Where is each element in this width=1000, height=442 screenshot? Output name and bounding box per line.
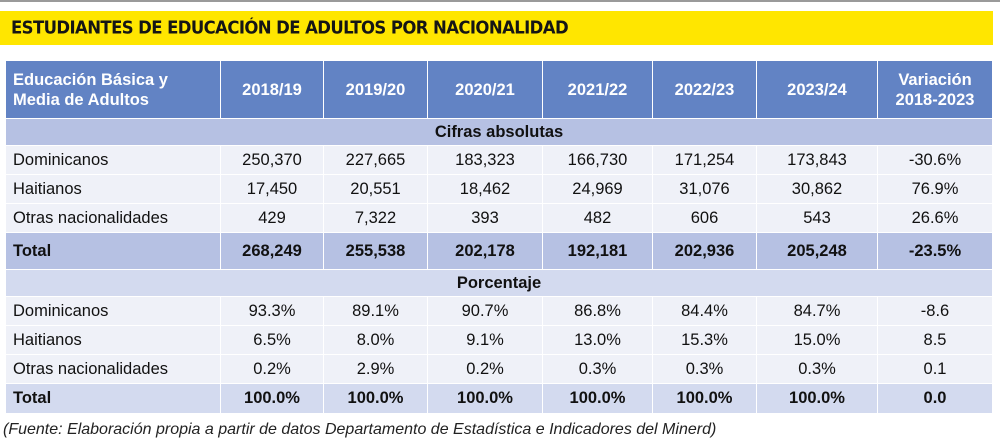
table-row: Otras nacionalidades 0.2% 2.9% 0.2% 0.3% 0.3%… — [5, 354, 993, 384]
header-variation-line2: 2018-2023 — [895, 90, 975, 109]
total-value-cell: 100.0% — [427, 383, 543, 414]
header-year: 2019/20 — [323, 60, 428, 119]
table-row: Otras nacionalidades 429 7,322 393 482 606 543… — [5, 203, 993, 233]
value-cell: 86.8% — [542, 296, 653, 326]
total-variation-cell: -23.5% — [877, 232, 993, 270]
page-title: ESTUDIANTES DE EDUCACIÓN DE ADULTOS POR … — [11, 17, 569, 38]
total-variation-cell: 0.0 — [877, 383, 993, 414]
table-row: Dominicanos 250,370 227,665 183,323 166,730 1… — [5, 145, 993, 175]
header-year: 2021/22 — [542, 60, 653, 119]
value-cell: 250,370 — [220, 145, 324, 175]
value-cell: 171,254 — [652, 145, 757, 175]
value-cell: 31,076 — [652, 174, 757, 204]
total-value-cell: 192,181 — [542, 232, 653, 270]
variation-cell: 0.1 — [877, 354, 993, 384]
total-value-cell: 268,249 — [220, 232, 324, 270]
header-row: Educación Básica y Media de Adultos 2018… — [5, 60, 993, 119]
value-cell: 0.3% — [756, 354, 878, 384]
header-variation-line1: Variación — [898, 70, 972, 89]
value-cell: 20,551 — [323, 174, 428, 204]
table-row: Dominicanos 93.3% 89.1% 90.7% 86.8% 84.4% 84.7… — [5, 296, 993, 326]
value-cell: 9.1% — [427, 325, 543, 355]
value-cell: 227,665 — [323, 145, 428, 175]
top-divider — [0, 0, 1000, 2]
value-cell: 90.7% — [427, 296, 543, 326]
section-row-absolute: Cifras absolutas — [5, 118, 993, 146]
value-cell: 93.3% — [220, 296, 324, 326]
header-variation: Variación 2018-2023 — [877, 60, 993, 119]
row-label: Dominicanos — [5, 145, 221, 175]
total-value-cell: 202,178 — [427, 232, 543, 270]
total-value-cell: 202,936 — [652, 232, 757, 270]
section-label: Cifras absolutas — [5, 118, 993, 146]
table-row: Haitianos 17,450 20,551 18,462 24,969 31,076 3… — [5, 174, 993, 204]
value-cell: 30,862 — [756, 174, 878, 204]
total-value-cell: 100.0% — [756, 383, 878, 414]
value-cell: 166,730 — [542, 145, 653, 175]
variation-cell: 8.5 — [877, 325, 993, 355]
value-cell: 6.5% — [220, 325, 324, 355]
value-cell: 15.0% — [756, 325, 878, 355]
header-label-line1: Educación Básica y — [13, 70, 168, 89]
variation-cell: 76.9% — [877, 174, 993, 204]
value-cell: 18,462 — [427, 174, 543, 204]
row-label: Otras nacionalidades — [5, 354, 221, 384]
row-label: Otras nacionalidades — [5, 203, 221, 233]
table-row: Haitianos 6.5% 8.0% 9.1% 13.0% 15.3% 15.0% 8.5 — [5, 325, 993, 355]
value-cell: 606 — [652, 203, 757, 233]
total-value-cell: 255,538 — [323, 232, 428, 270]
row-label: Dominicanos — [5, 296, 221, 326]
students-by-nationality-table: Educación Básica y Media de Adultos 2018… — [5, 60, 993, 414]
header-label-line2: Media de Adultos — [13, 90, 149, 109]
row-label: Haitianos — [5, 174, 221, 204]
value-cell: 2.9% — [323, 354, 428, 384]
header-year: 2022/23 — [652, 60, 757, 119]
total-value-cell: 100.0% — [323, 383, 428, 414]
header-year: 2018/19 — [220, 60, 324, 119]
value-cell: 84.7% — [756, 296, 878, 326]
value-cell: 13.0% — [542, 325, 653, 355]
total-value-cell: 100.0% — [652, 383, 757, 414]
total-value-cell: 100.0% — [220, 383, 324, 414]
total-label: Total — [5, 232, 221, 270]
value-cell: 15.3% — [652, 325, 757, 355]
value-cell: 84.4% — [652, 296, 757, 326]
value-cell: 482 — [542, 203, 653, 233]
value-cell: 0.3% — [542, 354, 653, 384]
value-cell: 393 — [427, 203, 543, 233]
total-label: Total — [5, 383, 221, 414]
value-cell: 543 — [756, 203, 878, 233]
total-value-cell: 100.0% — [542, 383, 653, 414]
section-row-percentage: Porcentaje — [5, 269, 993, 297]
total-row: Total 268,249 255,538 202,178 192,181 202,936… — [5, 232, 993, 270]
header-year: 2023/24 — [756, 60, 878, 119]
value-cell: 0.2% — [427, 354, 543, 384]
title-bar: ESTUDIANTES DE EDUCACIÓN DE ADULTOS POR … — [0, 11, 993, 45]
value-cell: 429 — [220, 203, 324, 233]
value-cell: 0.3% — [652, 354, 757, 384]
value-cell: 183,323 — [427, 145, 543, 175]
total-value-cell: 205,248 — [756, 232, 878, 270]
total-row: Total 100.0% 100.0% 100.0% 100.0% 100.0% 100.0… — [5, 383, 993, 414]
value-cell: 89.1% — [323, 296, 428, 326]
header-year: 2020/21 — [427, 60, 543, 119]
value-cell: 7,322 — [323, 203, 428, 233]
value-cell: 173,843 — [756, 145, 878, 175]
value-cell: 17,450 — [220, 174, 324, 204]
value-cell: 24,969 — [542, 174, 653, 204]
variation-cell: 26.6% — [877, 203, 993, 233]
variation-cell: -30.6% — [877, 145, 993, 175]
section-label: Porcentaje — [5, 269, 993, 297]
variation-cell: -8.6 — [877, 296, 993, 326]
value-cell: 0.2% — [220, 354, 324, 384]
value-cell: 8.0% — [323, 325, 428, 355]
row-label: Haitianos — [5, 325, 221, 355]
source-note: (Fuente: Elaboración propia a partir de … — [3, 421, 717, 438]
header-label: Educación Básica y Media de Adultos — [5, 60, 221, 119]
